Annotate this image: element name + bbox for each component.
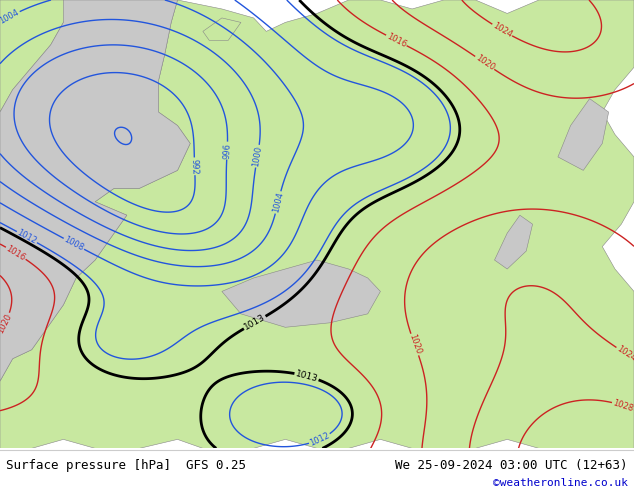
Text: 1016: 1016 [385,32,408,49]
Text: 1013: 1013 [294,369,319,384]
Text: We 25-09-2024 03:00 UTC (12+63): We 25-09-2024 03:00 UTC (12+63) [395,459,628,471]
Text: Surface pressure [hPa]  GFS 0.25: Surface pressure [hPa] GFS 0.25 [6,459,247,471]
Text: 996: 996 [223,143,232,159]
Text: 1004: 1004 [271,191,285,214]
Text: 1020: 1020 [0,312,13,335]
Text: 1020: 1020 [407,333,422,356]
Text: 1020: 1020 [474,53,496,73]
Text: 1004: 1004 [0,8,21,26]
Text: 1016: 1016 [4,244,27,263]
Text: 1012: 1012 [16,228,38,246]
Text: 1013: 1013 [243,313,267,332]
Text: 1028: 1028 [612,398,634,413]
Text: ©weatheronline.co.uk: ©weatheronline.co.uk [493,478,628,488]
Text: 992: 992 [190,158,199,174]
Text: 1008: 1008 [63,235,86,253]
Text: 1012: 1012 [308,431,331,448]
Text: 1024: 1024 [491,21,514,39]
Text: 1000: 1000 [252,145,264,167]
Text: 1024: 1024 [615,344,634,363]
